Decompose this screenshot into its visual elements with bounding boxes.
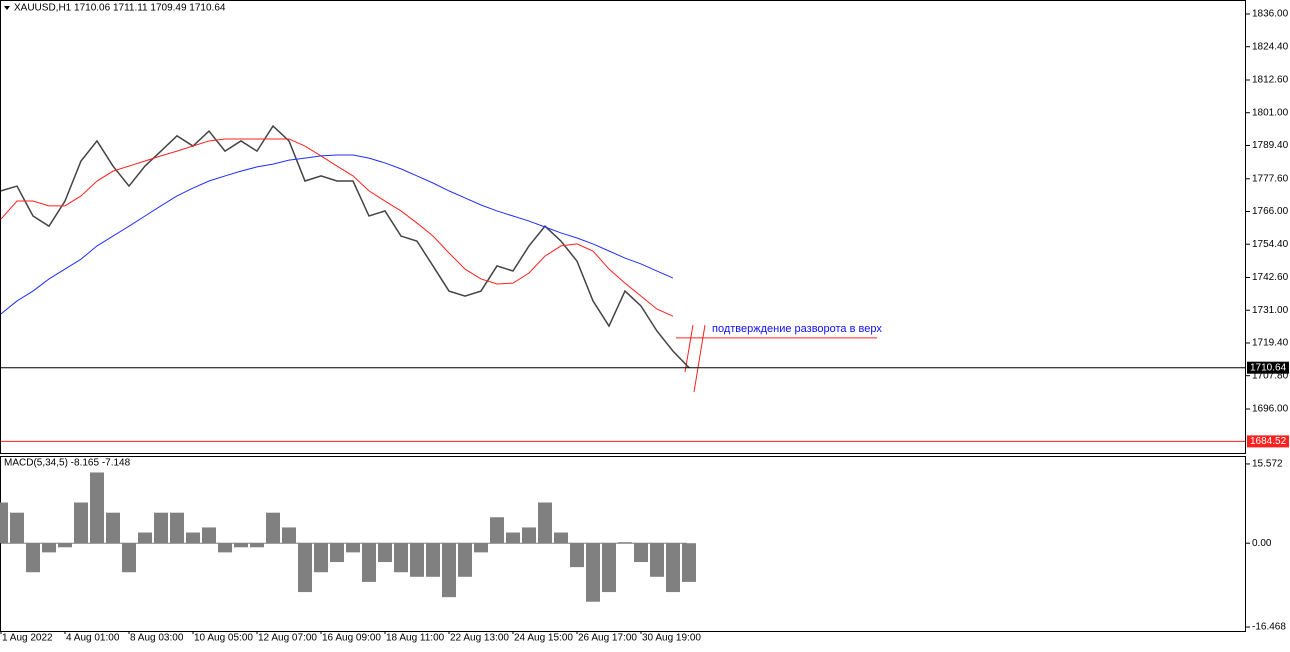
- macd-bar: [74, 502, 88, 544]
- macd-bar: [634, 543, 648, 563]
- y-tick-label: 1777.60: [1252, 173, 1289, 184]
- macd-title: MACD(5,34,5) -8.165 -7.148: [4, 458, 131, 469]
- macd-bar: [250, 543, 264, 548]
- reversal-mark: [684, 324, 706, 393]
- macd-bar: [682, 543, 696, 582]
- series-line: [0, 154, 674, 315]
- macd-bar: [122, 543, 136, 573]
- macd-bar: [522, 527, 536, 544]
- x-tick-label: 16 Aug 09:00: [322, 633, 381, 644]
- macd-bar: [570, 543, 584, 568]
- macd-bar: [42, 543, 56, 553]
- macd-bar: [234, 543, 248, 548]
- x-tick-label: 26 Aug 17:00: [578, 633, 637, 644]
- macd-bar: [266, 512, 280, 544]
- x-tick-label: 1 Aug 2022: [2, 633, 53, 644]
- macd-bar: [666, 543, 680, 593]
- level-tag: [1247, 435, 1289, 448]
- macd-bar: [90, 472, 104, 544]
- macd-bar: [618, 542, 632, 544]
- x-tick-label: 24 Aug 15:00: [514, 633, 573, 644]
- price-title: XAUUSD,H1 1710.06 1711.11 1709.49 1710.6…: [14, 3, 226, 14]
- macd-bar: [330, 543, 344, 563]
- y-tick-label: -16.468: [1252, 622, 1286, 633]
- x-tick-label: 18 Aug 11:00: [386, 633, 445, 644]
- macd-bar: [154, 512, 168, 544]
- macd-bar: [202, 527, 216, 544]
- macd-bar: [554, 532, 568, 544]
- macd-bar: [186, 532, 200, 544]
- macd-bar: [282, 527, 296, 544]
- y-tick-label: 1836.00: [1252, 9, 1289, 20]
- y-tick-label: 1801.00: [1252, 107, 1289, 118]
- macd-bar: [106, 512, 120, 544]
- macd-bar: [58, 543, 72, 548]
- level-tag: [1247, 361, 1289, 374]
- price-panel: [0, 0, 1246, 454]
- macd-bar: [474, 543, 488, 553]
- macd-bar: [10, 512, 24, 544]
- macd-bar: [298, 543, 312, 593]
- x-tick-label: 30 Aug 19:00: [642, 633, 701, 644]
- macd-bar: [650, 543, 664, 577]
- macd-bar: [490, 517, 504, 544]
- macd-bar: [170, 512, 184, 544]
- macd-bar: [138, 532, 152, 544]
- macd-bar: [346, 543, 360, 553]
- y-tick-label: 1824.40: [1252, 41, 1289, 52]
- level-label: 1684.52: [1250, 436, 1287, 447]
- x-tick-label: 10 Aug 05:00: [194, 633, 253, 644]
- y-tick-label: 1812.60: [1252, 75, 1289, 86]
- macd-bar: [362, 543, 376, 582]
- x-tick-label: 8 Aug 03:00: [130, 633, 184, 644]
- y-tick-label: 15.572: [1252, 459, 1283, 470]
- macd-bar: [458, 543, 472, 577]
- y-tick-label: 1719.40: [1252, 338, 1289, 349]
- macd-bar: [410, 543, 424, 577]
- macd-bar: [426, 543, 440, 577]
- macd-bar: [586, 543, 600, 602]
- macd-bar: [442, 543, 456, 598]
- y-tick-label: 1789.40: [1252, 140, 1289, 151]
- macd-bar: [0, 502, 8, 544]
- y-tick-label: 0.00: [1252, 538, 1272, 549]
- y-tick-label: 1742.60: [1252, 272, 1289, 283]
- collapse-icon: [4, 6, 10, 10]
- y-tick-label: 1731.00: [1252, 305, 1289, 316]
- x-tick-label: 4 Aug 01:00: [66, 633, 120, 644]
- macd-bar: [314, 543, 328, 573]
- macd-bar: [218, 543, 232, 553]
- x-tick-label: 22 Aug 13:00: [450, 633, 509, 644]
- series-line: [0, 124, 690, 369]
- series-line: [0, 138, 674, 317]
- y-tick-label: 1766.00: [1252, 206, 1289, 217]
- macd-panel: [0, 456, 1246, 632]
- level-label: 1710.64: [1250, 362, 1287, 373]
- y-tick-label: 1754.40: [1252, 239, 1289, 250]
- macd-bar: [26, 543, 40, 573]
- x-tick-label: 12 Aug 07:00: [258, 633, 317, 644]
- y-tick-label: 1696.00: [1252, 404, 1289, 415]
- macd-bar: [602, 543, 616, 593]
- macd-bar: [538, 502, 552, 544]
- macd-bar: [378, 543, 392, 563]
- y-tick-label: 1707.80: [1252, 370, 1289, 381]
- macd-bar: [506, 532, 520, 544]
- macd-bar: [394, 543, 408, 573]
- annotation: подтверждение разворота в верх: [712, 323, 882, 335]
